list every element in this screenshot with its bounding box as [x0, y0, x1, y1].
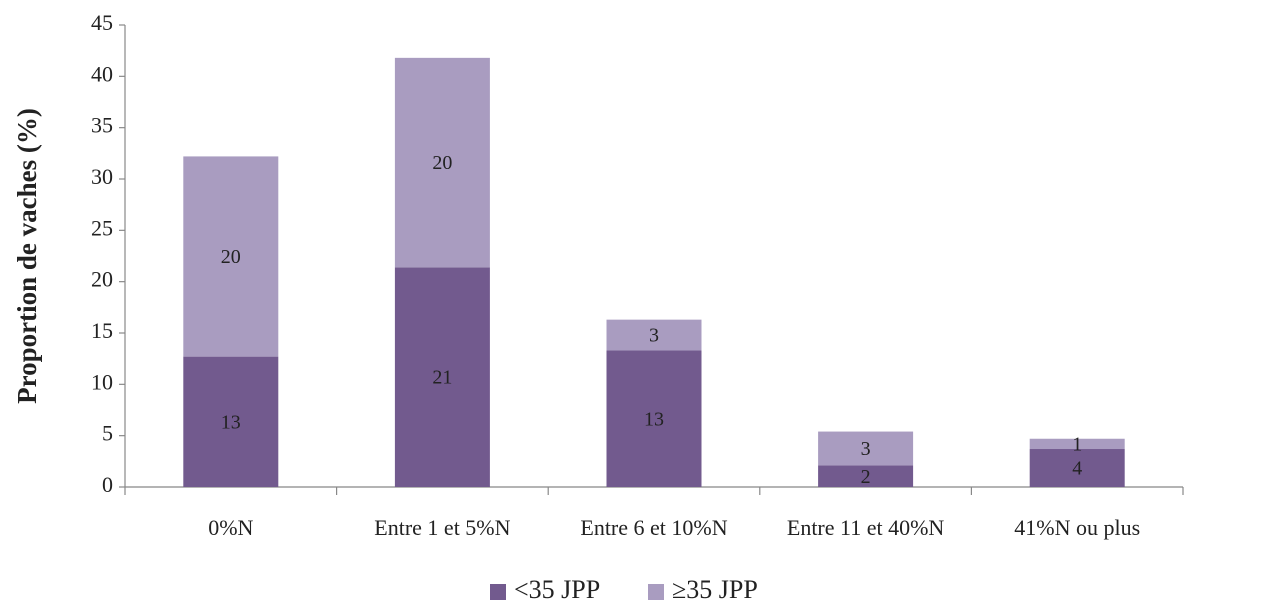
legend-label: <35 JPP	[514, 575, 600, 604]
data-label: 3	[649, 325, 659, 347]
y-tick-label: 5	[102, 421, 113, 446]
bar-segment	[394, 57, 490, 268]
data-label: 21	[432, 367, 452, 389]
bar-segment	[183, 156, 279, 357]
x-tick-label: Entre 6 et 10%N	[580, 515, 727, 540]
data-label: 4	[1072, 458, 1082, 480]
y-tick-label: 30	[91, 164, 113, 189]
legend-swatch	[490, 584, 506, 600]
y-tick-label: 25	[91, 215, 113, 240]
y-tick-label: 45	[91, 10, 113, 35]
data-label: 20	[432, 152, 452, 174]
data-label: 2	[861, 466, 871, 488]
y-tick-label: 15	[91, 318, 113, 343]
bar-segment	[818, 431, 914, 466]
bar-segment	[1029, 438, 1125, 450]
bar-segment	[394, 267, 490, 487]
y-tick-label: 10	[91, 369, 113, 394]
bar-segment	[183, 356, 279, 487]
data-label: 1	[1072, 433, 1082, 455]
y-tick-label: 0	[102, 472, 113, 497]
data-label: 20	[221, 246, 241, 268]
bar-segment	[1029, 449, 1125, 487]
bar-segment	[818, 465, 914, 487]
x-tick-label: Entre 1 et 5%N	[374, 515, 510, 540]
bar-segment	[606, 350, 702, 487]
data-label: 13	[644, 408, 664, 430]
legend-swatch	[648, 584, 664, 600]
y-tick-label: 40	[91, 61, 113, 86]
legend-label: ≥35 JPP	[672, 575, 758, 604]
bar-segment	[606, 319, 702, 351]
y-tick-label: 20	[91, 267, 113, 292]
data-label: 13	[221, 411, 241, 433]
x-tick-label: Entre 11 et 40%N	[787, 515, 945, 540]
y-tick-label: 35	[91, 113, 113, 138]
x-tick-label: 0%N	[208, 515, 253, 540]
x-tick-label: 41%N ou plus	[1014, 515, 1140, 540]
data-label: 3	[861, 438, 871, 460]
y-axis-title: Proportion de vaches (%)	[12, 108, 42, 404]
